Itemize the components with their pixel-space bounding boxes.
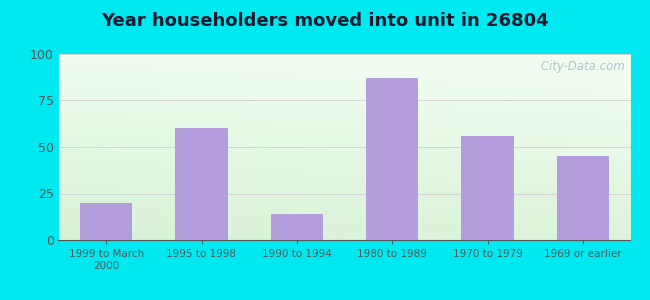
Bar <box>270 214 323 240</box>
Bar <box>366 78 419 240</box>
Bar <box>80 203 133 240</box>
Bar <box>462 136 514 240</box>
Text: City-Data.com: City-Data.com <box>537 60 625 73</box>
Text: Year householders moved into unit in 26804: Year householders moved into unit in 268… <box>101 12 549 30</box>
Bar <box>556 156 609 240</box>
Bar <box>176 128 227 240</box>
